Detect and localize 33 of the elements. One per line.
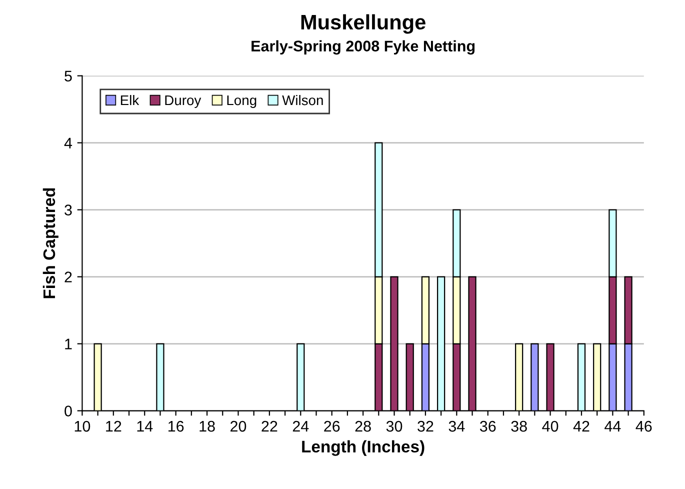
chart-subtitle: Early-Spring 2008 Fyke Netting	[252, 40, 475, 55]
x-tick-label: 42	[573, 420, 590, 432]
x-tick-label: 16	[168, 420, 184, 432]
x-tick-label: 24	[292, 420, 309, 432]
x-tick-label: 22	[262, 420, 278, 432]
x-tick-label: 40	[542, 420, 558, 432]
x-tick-label: 36	[480, 420, 496, 432]
legend-label: Elk	[120, 94, 140, 106]
x-tick-label: 34	[448, 420, 465, 432]
x-tick-label: 10	[74, 420, 90, 432]
x-tick-label: 12	[106, 420, 122, 432]
x-tick-label: 30	[386, 420, 402, 432]
x-tick-label: 20	[230, 420, 246, 432]
legend-label: Wilson	[282, 94, 323, 106]
y-tick-label: 3	[64, 204, 72, 216]
chart-title: Muskellunge	[301, 14, 426, 34]
x-tick-label: 14	[137, 421, 153, 432]
x-tick-label: 32	[418, 420, 434, 432]
y-tick-label: 0	[64, 406, 72, 416]
y-tick-label: 5	[64, 70, 72, 82]
y-tick-label: 4	[64, 138, 72, 148]
y-tick-label: 1	[65, 338, 72, 350]
x-tick-label: 44	[604, 421, 621, 432]
x-tick-label: 38	[511, 420, 527, 432]
x-tick-label: 28	[355, 420, 371, 432]
x-tick-label: 46	[636, 420, 652, 432]
legend-label: Duroy	[165, 96, 202, 108]
legend-label: Long	[227, 96, 256, 108]
y-axis-title: Fish Captured	[42, 188, 58, 298]
x-tick-label: 26	[324, 420, 340, 432]
y-tick-label: 2	[64, 272, 72, 282]
x-tick-label: 18	[200, 420, 215, 432]
x-axis-title: Length (Inches)	[302, 440, 424, 456]
